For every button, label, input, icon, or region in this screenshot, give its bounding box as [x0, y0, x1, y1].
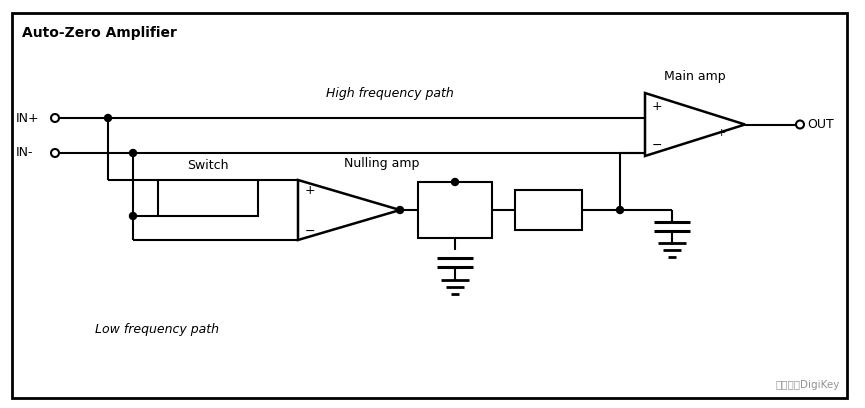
- Circle shape: [130, 213, 137, 220]
- Circle shape: [617, 206, 624, 213]
- Text: Nulling amp: Nulling amp: [344, 157, 420, 170]
- Text: −: −: [305, 224, 316, 237]
- Text: Auto-Zero Amplifier: Auto-Zero Amplifier: [22, 26, 176, 40]
- Circle shape: [130, 149, 137, 157]
- Text: Main amp: Main amp: [664, 70, 726, 83]
- Circle shape: [452, 179, 458, 186]
- Text: Switch: Switch: [187, 159, 228, 172]
- Text: −: −: [652, 138, 663, 151]
- Bar: [158, 180, 258, 216]
- Text: OUT: OUT: [807, 118, 834, 131]
- Text: 得捷电子DigiKey: 得捷电子DigiKey: [776, 380, 840, 390]
- Text: Low frequency path: Low frequency path: [95, 324, 219, 337]
- Text: IN+: IN+: [16, 111, 40, 124]
- Text: IN-: IN-: [16, 146, 34, 160]
- Text: +: +: [717, 127, 727, 137]
- Circle shape: [105, 115, 112, 122]
- Bar: [515, 190, 582, 230]
- Circle shape: [796, 120, 804, 129]
- Circle shape: [396, 206, 403, 213]
- Circle shape: [51, 114, 59, 122]
- Circle shape: [51, 149, 59, 157]
- Bar: [418, 182, 492, 238]
- Text: High frequency path: High frequency path: [326, 86, 454, 100]
- Text: +: +: [652, 100, 663, 113]
- Text: +: +: [305, 184, 316, 197]
